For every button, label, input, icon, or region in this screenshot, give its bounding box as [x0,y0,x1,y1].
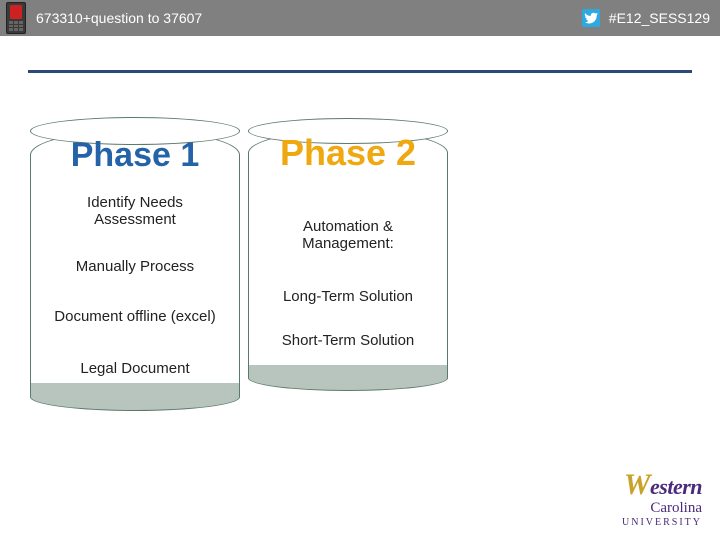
sms-instruction: 673310+question to 37607 [36,10,202,26]
session-tag: #E12_SESS129 [609,10,710,26]
phase1-item-4: Legal Document [30,360,240,377]
phase1-item-1: Identify Needs Assessment [30,194,240,228]
phase2-item-2: Long-Term Solution [248,288,448,305]
twitter-icon [582,9,600,27]
accent-divider [28,70,692,73]
phase2-item-1: Automation & Management: [248,218,448,252]
logo-line-3: UNIVERSITY [622,517,702,528]
logo-line-1: Western [622,468,702,502]
phase1-item-2: Manually Process [30,258,240,275]
university-logo: Western Carolina UNIVERSITY [622,468,702,528]
logo-line-2: Carolina [622,500,702,517]
phase-2-title: Phase 2 [248,132,448,174]
phase1-item-3: Document offline (excel) [30,308,240,325]
header-bar: 673310+question to 37607 #E12_SESS129 [0,0,720,36]
phase-1-title: Phase 1 [30,136,240,175]
phase2-item-3: Short-Term Solution [248,332,448,349]
phone-icon [6,2,26,34]
